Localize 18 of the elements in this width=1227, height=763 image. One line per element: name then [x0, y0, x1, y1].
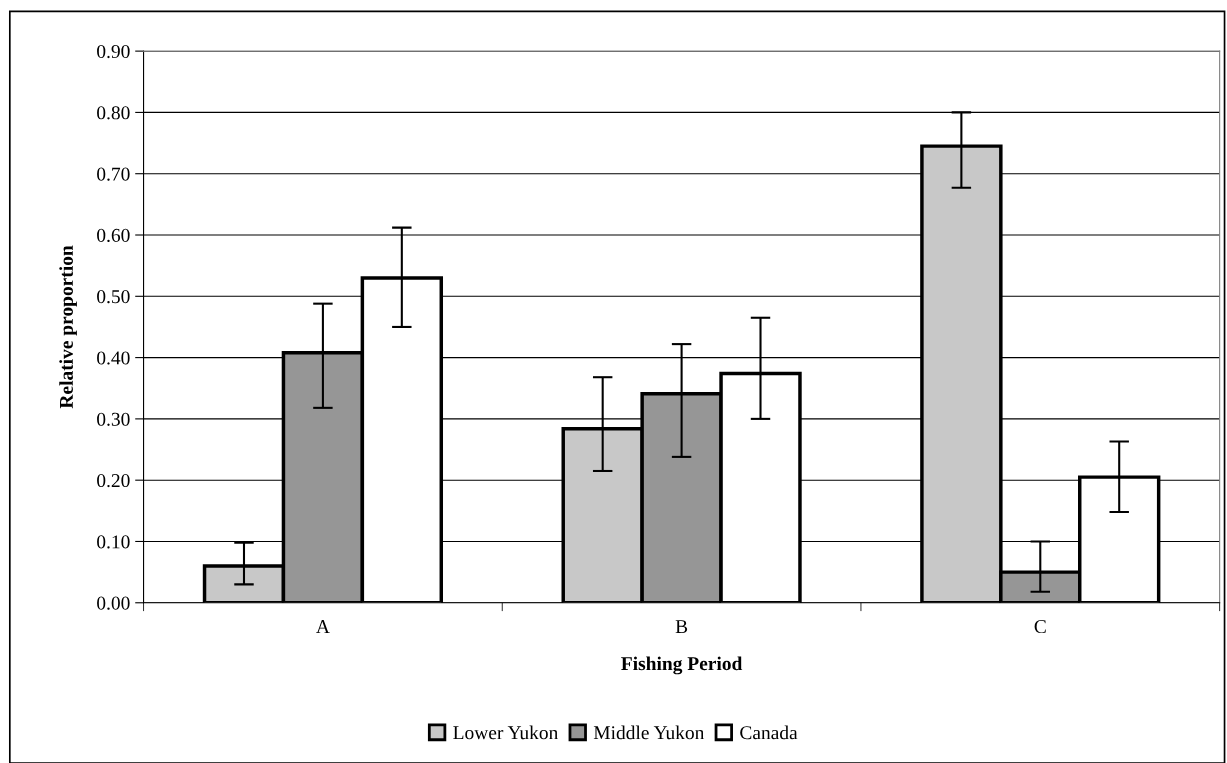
y-tick-label: 0.90: [97, 44, 130, 59]
x-tick-label: A: [316, 620, 330, 633]
y-tick-label: 0.10: [97, 535, 130, 549]
legend-label: Middle Yukon: [593, 725, 705, 740]
legend-label: Canada: [740, 725, 798, 740]
y-tick-label: 0.20: [97, 474, 130, 488]
x-tick-label: B: [675, 620, 688, 633]
y-tick-label: 0.00: [97, 596, 130, 610]
x-axis-title: Fishing Period: [621, 656, 743, 675]
y-tick-label: 0.70: [97, 167, 130, 181]
y-tick-label: 0.60: [97, 228, 130, 243]
x-tick-label: C: [1034, 620, 1046, 634]
y-tick-label: 0.50: [97, 290, 130, 304]
y-tick-label: 0.80: [97, 106, 130, 120]
y-tick-label: 0.30: [97, 412, 130, 426]
y-tick-label: 0.40: [97, 351, 130, 365]
legend-label: Lower Yukon: [453, 725, 559, 740]
y-axis-title: Relative proportion: [59, 245, 77, 409]
